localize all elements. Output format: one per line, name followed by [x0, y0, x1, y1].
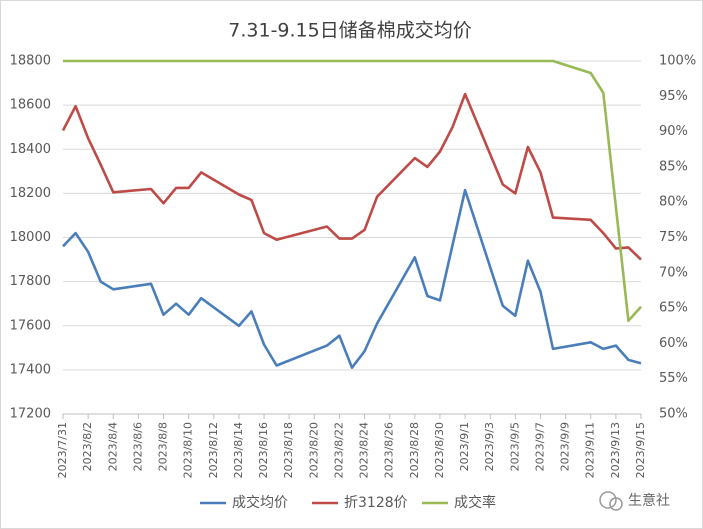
- series-line: [61, 92, 642, 261]
- y-tick-label: 18800: [10, 54, 51, 69]
- y2-tick-label: 50%: [659, 407, 688, 422]
- y2-tick-label: 70%: [659, 265, 688, 280]
- y2-tick-label: 65%: [659, 301, 688, 316]
- y-tick-label: 17800: [10, 274, 51, 289]
- x-tick-label: 2023/8/28: [408, 422, 421, 478]
- x-tick-label: 2023/8/12: [207, 422, 220, 478]
- y-tick-label: 18000: [10, 230, 51, 245]
- x-tick-label: 2023/8/24: [358, 422, 371, 478]
- x-tick-label: 2023/8/14: [232, 422, 245, 478]
- x-tick-label: 2023/9/7: [533, 422, 546, 471]
- x-tick-label: 2023/9/5: [508, 422, 521, 471]
- legend-label: 成交率: [454, 494, 496, 511]
- x-tick-label: 2023/8/20: [307, 422, 320, 478]
- x-tick-label: 2023/7/31: [56, 422, 69, 478]
- x-tick-label: 2023/9/1: [458, 422, 471, 471]
- x-tick-label: 2023/9/13: [609, 422, 622, 478]
- x-tick-label: 2023/8/16: [257, 422, 270, 478]
- y-tick-label: 17400: [10, 362, 51, 377]
- y2-tick-label: 80%: [659, 195, 688, 210]
- y2-tick-label: 55%: [659, 371, 688, 386]
- x-tick-label: 2023/8/2: [81, 422, 94, 471]
- x-tick-label: 2023/8/10: [182, 422, 195, 478]
- x-tick-label: 2023/8/4: [106, 422, 119, 471]
- x-tick-label: 2023/9/15: [634, 422, 647, 478]
- y2-tick-label: 100%: [659, 54, 696, 69]
- x-tick-label: 2023/8/30: [433, 422, 446, 478]
- y2-tick-label: 90%: [659, 124, 688, 139]
- y-tick-label: 17200: [10, 407, 51, 422]
- watermark-icon: [599, 491, 623, 511]
- x-tick-label: 2023/9/3: [483, 422, 496, 471]
- y-tick-label: 18200: [10, 186, 51, 201]
- x-tick-label: 2023/8/26: [383, 422, 396, 478]
- x-tick-label: 2023/8/6: [131, 422, 144, 471]
- series-line: [62, 188, 642, 369]
- y-tick-label: 18600: [10, 98, 51, 113]
- series-line: [63, 59, 642, 323]
- chart-title: 7.31-9.15日储备棉成交均价: [228, 20, 471, 42]
- legend-label: 成交均价: [232, 494, 288, 511]
- y2-tick-label: 75%: [659, 230, 688, 245]
- watermark: 生意社: [628, 492, 670, 509]
- legend-label: 折3128价: [344, 495, 408, 511]
- y2-tick-label: 95%: [659, 89, 688, 104]
- y-tick-label: 18400: [10, 142, 51, 157]
- y-tick-label: 17600: [10, 318, 51, 333]
- y2-tick-label: 85%: [659, 159, 688, 174]
- y2-tick-label: 60%: [659, 336, 688, 351]
- x-tick-label: 2023/8/18: [282, 422, 295, 478]
- x-tick-label: 2023/9/11: [584, 422, 597, 478]
- x-tick-label: 2023/8/8: [157, 422, 170, 471]
- x-tick-label: 2023/8/22: [332, 422, 345, 478]
- x-tick-label: 2023/9/9: [559, 422, 572, 471]
